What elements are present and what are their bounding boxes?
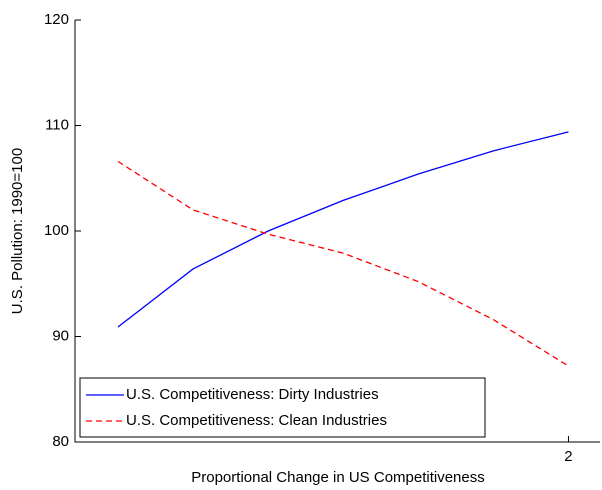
y-tick-label: 100	[44, 222, 69, 239]
y-tick-label: 110	[45, 116, 69, 133]
y-axis-label: U.S. Pollution: 1990=100	[9, 148, 26, 314]
legend-label: U.S. Competitiveness: Clean Industries	[126, 412, 387, 429]
legend-box	[79, 377, 486, 438]
series-line	[117, 131, 569, 328]
legend-label: U.S. Competitiveness: Dirty Industries	[126, 386, 379, 403]
y-tick-label: 90	[52, 327, 69, 344]
y-tick-label: 120	[44, 11, 69, 28]
series-line	[117, 160, 569, 367]
x-axis-label: Proportional Change in US Competitivenes…	[191, 469, 485, 486]
y-tick-label: 80	[52, 433, 69, 450]
x-tick-label: 2	[564, 448, 572, 465]
